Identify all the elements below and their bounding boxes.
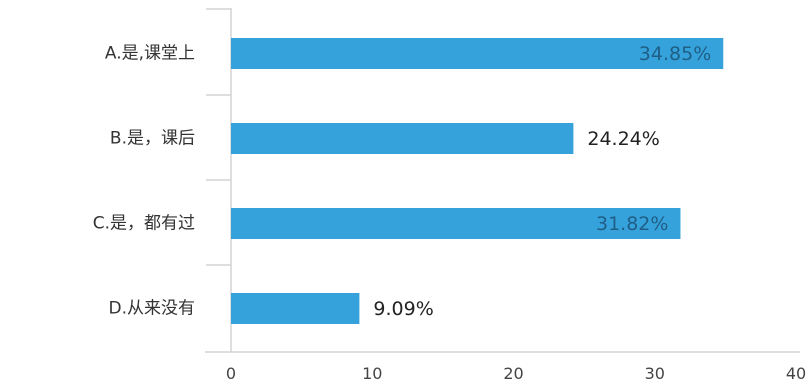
data-label: 31.82% <box>596 213 668 235</box>
x-tick-label: 20 <box>503 364 523 383</box>
data-label: 9.09% <box>373 298 433 320</box>
category-label: C.是，都有过 <box>93 214 195 234</box>
bar <box>231 123 574 154</box>
bar <box>231 38 724 69</box>
x-tick-label: 40 <box>786 364 806 383</box>
bar-group <box>231 38 724 324</box>
data-labels: 34.85% 24.24% 31.82% 9.09% <box>373 43 711 320</box>
x-tick-label: 30 <box>645 364 665 383</box>
data-label: 34.85% <box>639 43 711 65</box>
bar <box>231 208 681 239</box>
category-label: B.是，课后 <box>110 129 195 149</box>
bar <box>231 293 360 324</box>
category-label: D.从来没有 <box>109 299 196 319</box>
x-tick-label: 10 <box>362 364 382 383</box>
data-label: 24.24% <box>587 128 659 150</box>
category-labels: A.是,课堂上 B.是，课后 C.是，都有过 D.从来没有 <box>93 44 195 319</box>
x-tick-label: 0 <box>226 364 236 383</box>
category-label: A.是,课堂上 <box>105 44 195 64</box>
value-tick-labels: 0 10 20 30 40 <box>226 364 806 383</box>
